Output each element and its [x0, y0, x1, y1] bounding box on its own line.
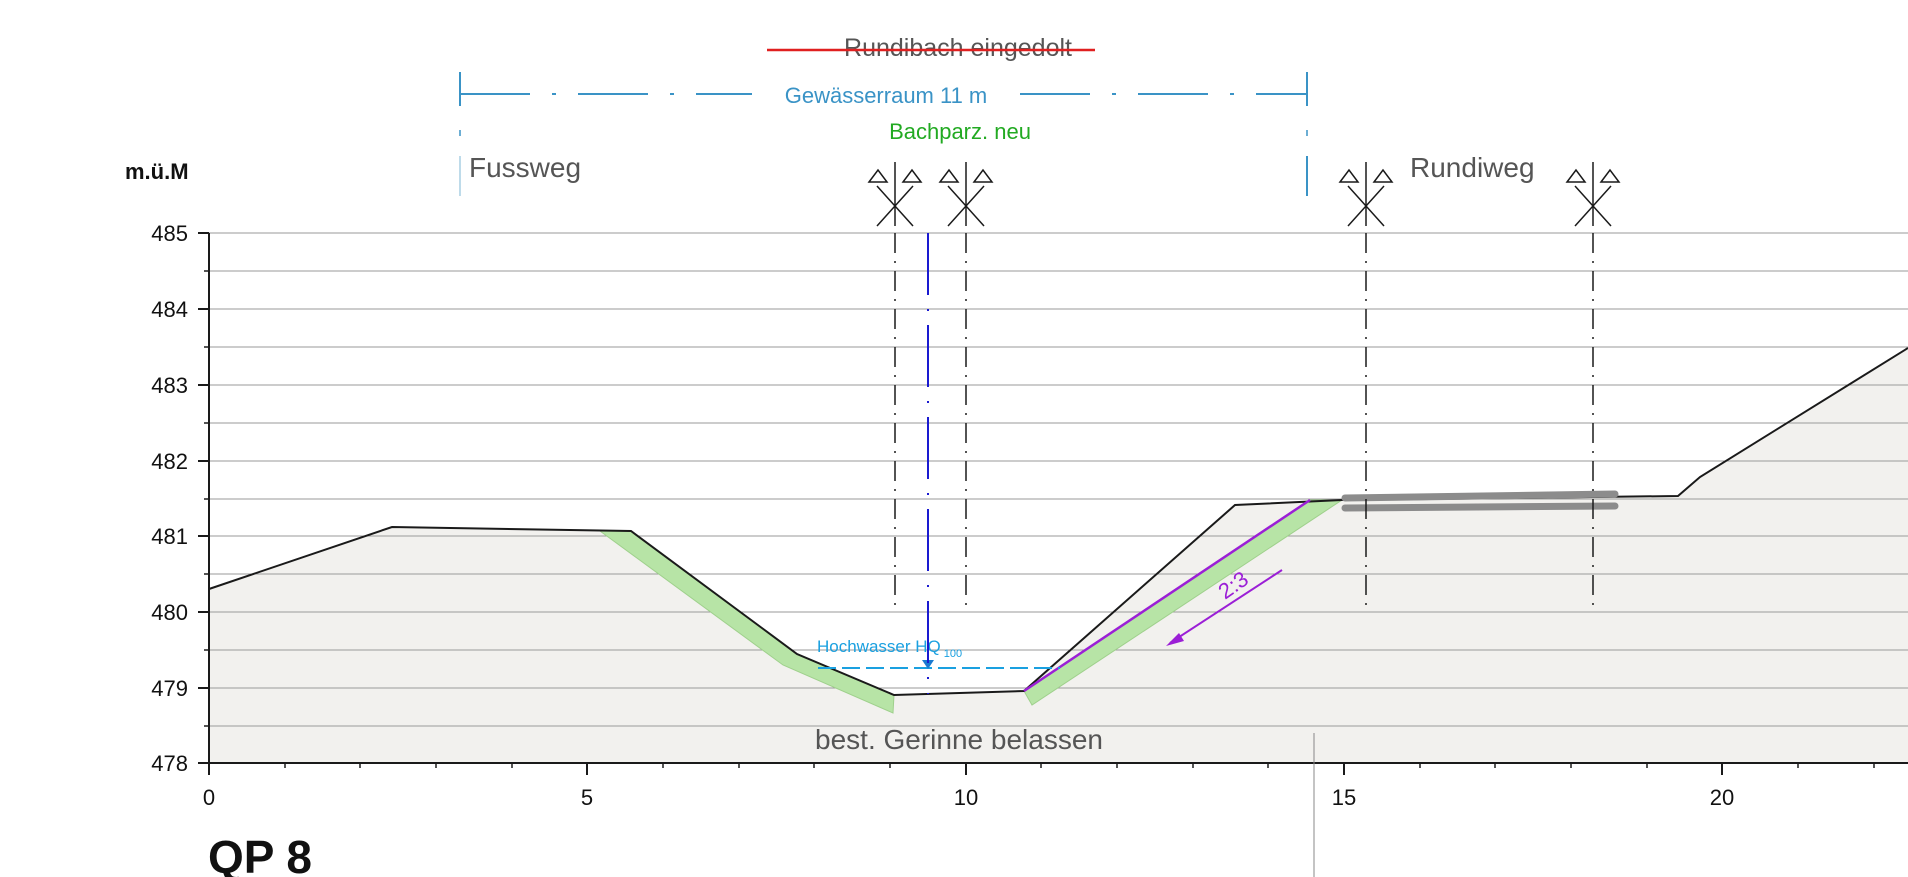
boundary-marker-symbol	[1565, 162, 1621, 227]
x-tick-label: 20	[1710, 785, 1734, 810]
x-tick-label: 10	[954, 785, 978, 810]
boundary-marker-symbol	[1338, 162, 1394, 227]
y-tick-label: 480	[151, 600, 188, 625]
fussweg-label: Fussweg	[469, 152, 581, 183]
x-axis-tick-labels: 0 5 10 15 20	[203, 785, 1734, 810]
y-axis-minor-ticks	[204, 270, 209, 727]
gewaesserraum-dimension	[459, 72, 1308, 196]
x-tick-label: 5	[581, 785, 593, 810]
x-axis-minor-ticks	[284, 763, 1875, 768]
flood-level-label: Hochwasser HQ 100	[817, 637, 962, 660]
road-layers	[1341, 490, 1619, 512]
x-axis-major-ticks	[208, 763, 1723, 775]
y-tick-label: 484	[151, 297, 188, 322]
boundary-marker-symbol	[867, 162, 923, 227]
slope-arrow-shaft	[1169, 569, 1283, 644]
rundiweg-label: Rundiweg	[1410, 152, 1535, 183]
y-tick-label: 479	[151, 676, 188, 701]
y-tick-label: 485	[151, 221, 188, 246]
slope-arrowhead	[1166, 633, 1184, 646]
y-tick-label: 478	[151, 751, 188, 776]
section-title: QP 8	[208, 831, 312, 877]
y-tick-label: 482	[151, 449, 188, 474]
boundary-lines	[894, 233, 1594, 612]
y-tick-label: 481	[151, 524, 188, 549]
y-tick-label: 483	[151, 373, 188, 398]
x-tick-label: 0	[203, 785, 215, 810]
channel-note: best. Gerinne belassen	[815, 724, 1103, 755]
y-axis-major-ticks	[198, 232, 209, 764]
bachparzelle-label: Bachparz. neu	[889, 119, 1031, 144]
x-tick-label: 15	[1332, 785, 1356, 810]
boundary-marker-symbol	[938, 162, 994, 227]
design-slope-line	[1023, 498, 1311, 693]
gewaesserraum-label: Gewässerraum 11 m	[785, 83, 988, 108]
y-axis-tick-labels: 478 479 480 481 482 483 484 485	[151, 221, 188, 776]
y-axis-unit-label: m.ü.M	[125, 159, 189, 184]
struck-title: Rundibach eingedolt	[844, 34, 1072, 62]
ground-fill	[209, 348, 1908, 763]
flood-level-marker	[922, 660, 934, 669]
